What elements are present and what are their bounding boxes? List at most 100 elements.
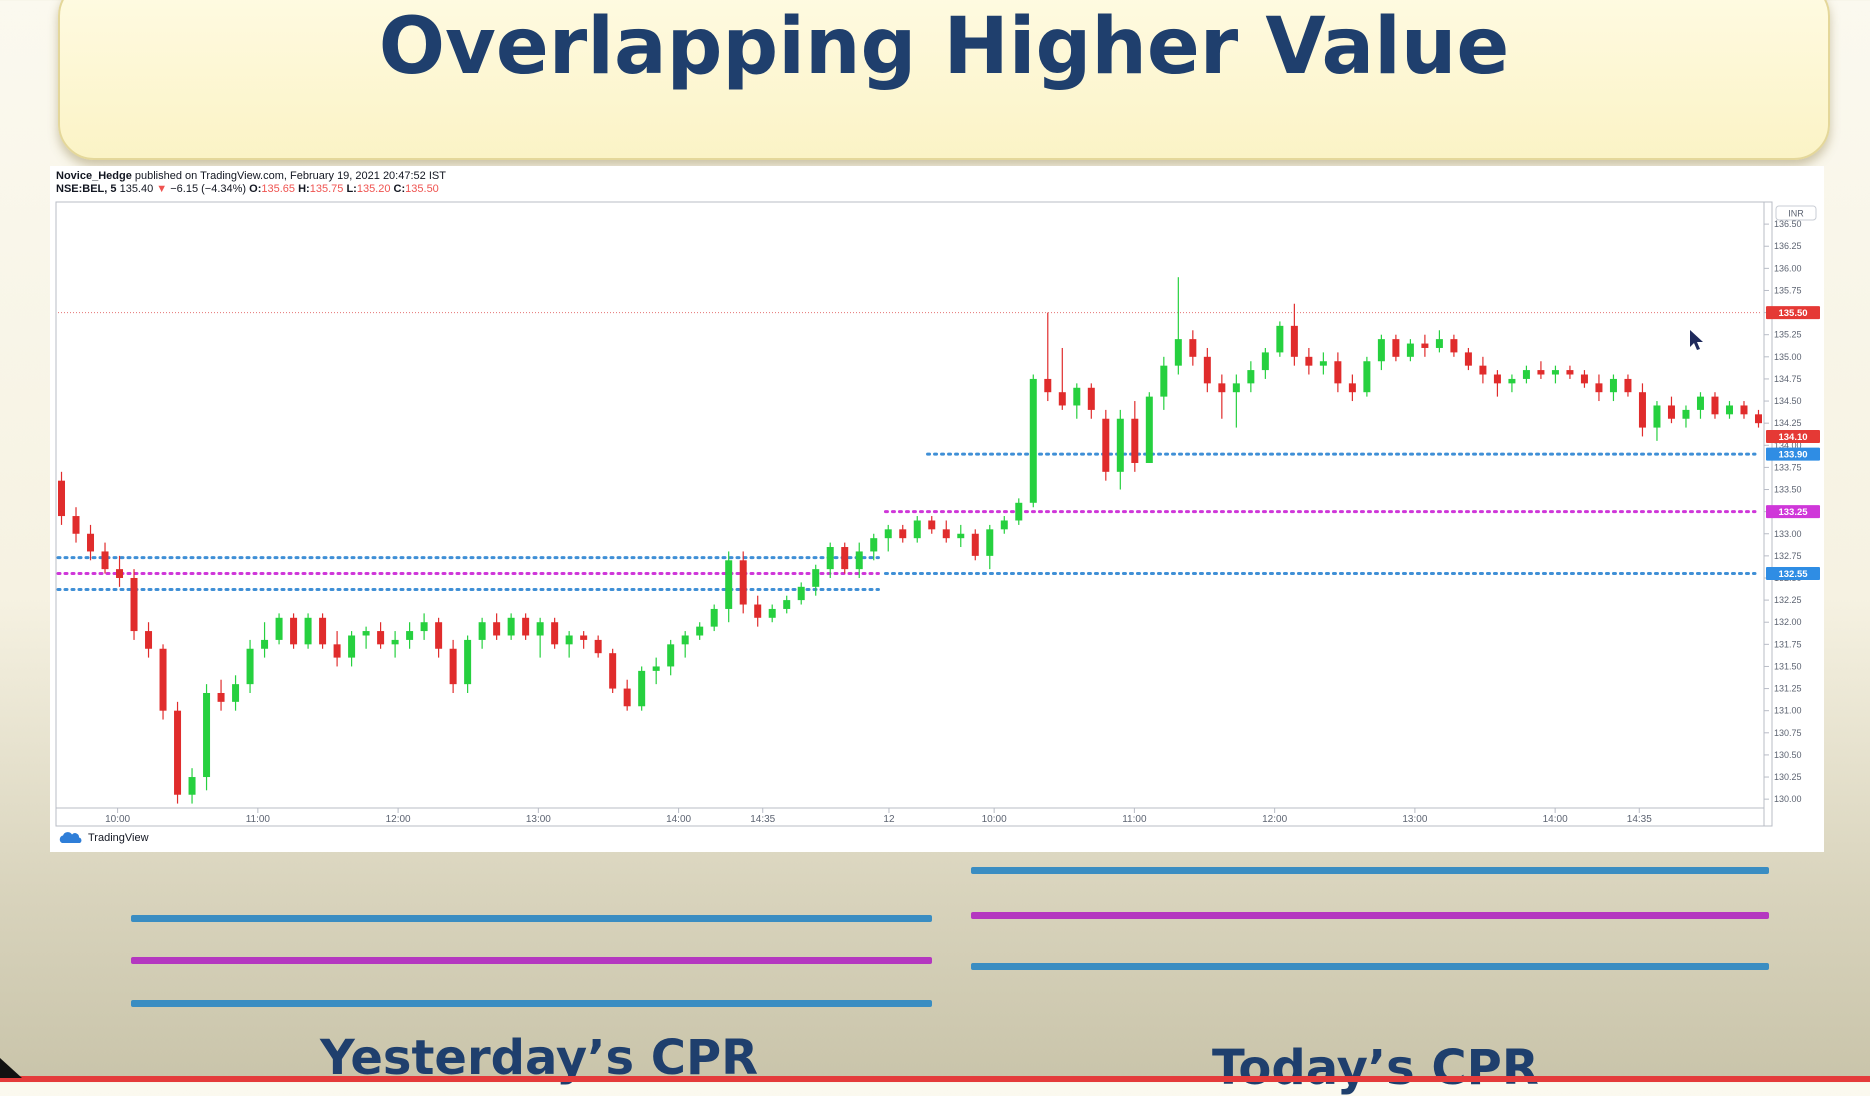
candle[interactable] <box>884 524 892 552</box>
candle[interactable] <box>1334 352 1342 393</box>
candle[interactable] <box>986 524 994 570</box>
candle[interactable] <box>1319 352 1327 375</box>
candle[interactable] <box>1392 334 1400 362</box>
candle[interactable] <box>754 595 762 627</box>
tradingview-logo[interactable]: TradingView <box>58 832 149 844</box>
candle[interactable] <box>1725 401 1733 419</box>
candle[interactable] <box>971 529 979 561</box>
candle[interactable] <box>1174 277 1182 375</box>
currency-badge[interactable]: INR <box>1775 205 1817 221</box>
candle[interactable] <box>913 516 921 543</box>
candle[interactable] <box>522 613 530 640</box>
candle[interactable] <box>942 520 950 543</box>
candle[interactable] <box>1145 392 1153 463</box>
candle[interactable] <box>797 582 805 605</box>
candle[interactable] <box>319 613 327 649</box>
candle[interactable] <box>1218 374 1226 419</box>
candle[interactable] <box>87 524 95 561</box>
candle[interactable] <box>812 564 820 596</box>
candle[interactable] <box>1261 347 1269 379</box>
candle[interactable] <box>507 613 515 640</box>
candle[interactable] <box>58 471 66 525</box>
candle[interactable] <box>116 555 124 587</box>
candle[interactable] <box>783 595 791 614</box>
candle[interactable] <box>899 524 907 543</box>
candle[interactable] <box>1203 347 1211 393</box>
candle[interactable] <box>348 631 356 667</box>
candle[interactable] <box>1493 370 1501 397</box>
candle[interactable] <box>1131 401 1139 472</box>
candle[interactable] <box>1087 383 1095 419</box>
candle[interactable] <box>1508 374 1516 393</box>
candle[interactable] <box>1189 330 1197 366</box>
candle[interactable] <box>1363 356 1371 397</box>
candle[interactable] <box>333 631 341 667</box>
candle[interactable] <box>696 622 704 640</box>
candle[interactable] <box>188 768 196 804</box>
candle[interactable] <box>246 639 254 693</box>
candle[interactable] <box>957 524 965 548</box>
candle[interactable] <box>551 617 559 649</box>
candle[interactable] <box>1754 409 1762 428</box>
candle[interactable] <box>1058 347 1066 410</box>
candle[interactable] <box>1305 347 1313 375</box>
candle[interactable] <box>275 613 283 645</box>
candle[interactable] <box>1595 374 1603 402</box>
video-progress-bar[interactable] <box>0 1076 1870 1082</box>
candle[interactable] <box>1566 365 1574 379</box>
candle[interactable] <box>1522 365 1530 384</box>
candle[interactable] <box>159 644 167 720</box>
candle[interactable] <box>1102 409 1110 481</box>
candle[interactable] <box>362 626 370 649</box>
candle[interactable] <box>290 613 298 649</box>
candle[interactable] <box>1740 401 1748 419</box>
candle[interactable] <box>217 679 225 711</box>
candle[interactable] <box>1464 347 1472 371</box>
candle[interactable] <box>928 516 936 534</box>
candle[interactable] <box>841 542 849 574</box>
candle[interactable] <box>652 657 660 685</box>
candle[interactable] <box>435 617 443 658</box>
candle[interactable] <box>449 639 457 693</box>
candle[interactable] <box>1638 383 1646 437</box>
candle[interactable] <box>1073 383 1081 419</box>
candle[interactable] <box>1044 312 1052 402</box>
candle[interactable] <box>1276 321 1284 357</box>
candle[interactable] <box>377 622 385 649</box>
candle[interactable] <box>1667 396 1675 424</box>
candle[interactable] <box>1290 303 1298 366</box>
candle[interactable] <box>638 666 646 711</box>
candle[interactable] <box>667 639 675 676</box>
candle[interactable] <box>1609 374 1617 402</box>
candle[interactable] <box>1247 361 1255 393</box>
candle[interactable] <box>1000 516 1008 534</box>
candle[interactable] <box>536 617 544 658</box>
candle[interactable] <box>855 542 863 578</box>
candle[interactable] <box>72 507 80 543</box>
candle[interactable] <box>870 533 878 561</box>
candle[interactable] <box>1232 374 1240 428</box>
candle[interactable] <box>1711 392 1719 419</box>
candle[interactable] <box>464 635 472 693</box>
candle[interactable] <box>609 648 617 693</box>
candle[interactable] <box>478 617 486 649</box>
candle[interactable] <box>1406 339 1414 362</box>
candle[interactable] <box>1160 356 1168 410</box>
candle[interactable] <box>1479 356 1487 384</box>
candle[interactable] <box>565 631 573 658</box>
candle[interactable] <box>130 569 138 640</box>
candle[interactable] <box>145 622 153 658</box>
candle[interactable] <box>1377 334 1385 371</box>
candle[interactable] <box>1029 374 1037 508</box>
candle[interactable] <box>1580 370 1588 388</box>
candle[interactable] <box>1624 374 1632 397</box>
candlestick-chart[interactable]: 10:00 11:00 12:00 13:00 14:00 14:35 12 10:00 11:… <box>50 166 1824 836</box>
candle[interactable] <box>739 551 747 614</box>
candle[interactable] <box>1348 374 1356 402</box>
candle[interactable] <box>493 613 501 640</box>
candle[interactable] <box>768 604 776 623</box>
candle[interactable] <box>1696 392 1704 419</box>
candle[interactable] <box>1015 498 1023 525</box>
candle[interactable] <box>1435 330 1443 353</box>
candle[interactable] <box>101 542 109 574</box>
